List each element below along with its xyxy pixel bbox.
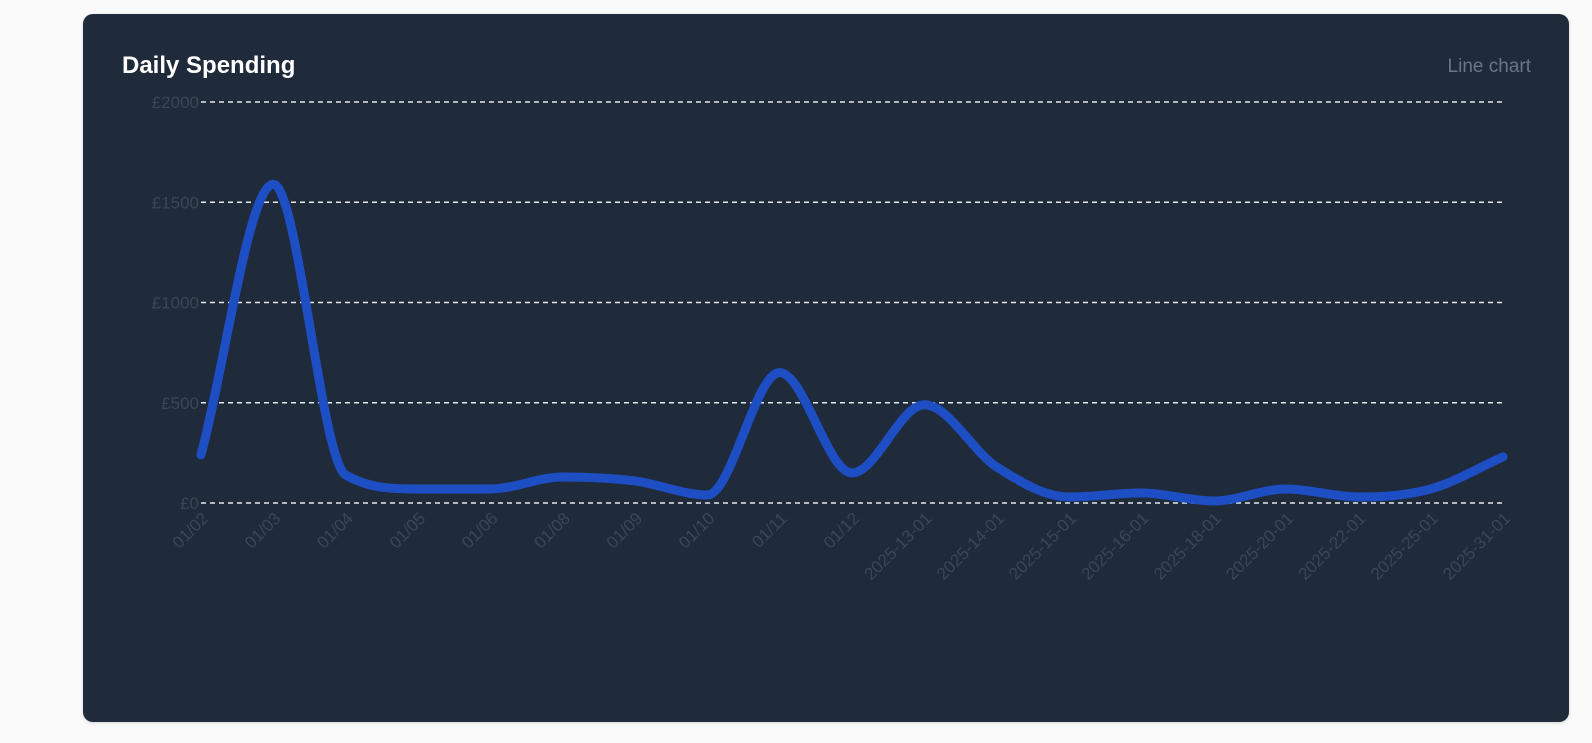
data-point[interactable] xyxy=(1353,492,1363,502)
y-axis: £0 £500 £1000 £1500 £2000 xyxy=(152,93,199,513)
data-point[interactable] xyxy=(1498,452,1508,462)
x-tick-label: 01/05 xyxy=(386,509,430,553)
x-tick-label: 2025-20-01 xyxy=(1222,509,1297,584)
y-tick-label: £500 xyxy=(161,394,199,413)
y-tick-label: £1000 xyxy=(152,294,199,313)
y-tick-label: £1500 xyxy=(152,193,199,212)
series-line xyxy=(196,179,1508,506)
data-point[interactable] xyxy=(558,472,568,482)
x-tick-label: 01/10 xyxy=(675,509,719,553)
x-tick-label: 2025-14-01 xyxy=(933,509,1008,584)
data-point[interactable] xyxy=(1281,484,1291,494)
data-point[interactable] xyxy=(268,179,278,189)
data-point[interactable] xyxy=(630,476,640,486)
x-tick-label: 2025-16-01 xyxy=(1078,509,1153,584)
x-tick-label: 2025-22-01 xyxy=(1295,509,1370,584)
data-point[interactable] xyxy=(992,462,1002,472)
data-point[interactable] xyxy=(485,484,495,494)
x-tick-label: 01/04 xyxy=(313,509,357,553)
x-tick-label: 2025-15-01 xyxy=(1005,509,1080,584)
data-point[interactable] xyxy=(702,490,712,500)
chart-title: Daily Spending xyxy=(122,52,296,79)
chart-type-label: Line chart xyxy=(1447,56,1531,77)
data-point[interactable] xyxy=(341,470,351,480)
data-point[interactable] xyxy=(1064,492,1074,502)
data-point[interactable] xyxy=(919,400,929,410)
x-tick-label: 2025-13-01 xyxy=(861,509,936,584)
data-point[interactable] xyxy=(1426,484,1436,494)
x-axis: 01/02 01/03 01/04 01/05 01/06 01/08 01/09 01/10… xyxy=(169,509,1515,584)
series-layer xyxy=(196,179,1508,506)
y-tick-label: £0 xyxy=(180,494,199,513)
x-tick-label: 2025-31-01 xyxy=(1439,509,1514,584)
x-tick-label: 01/09 xyxy=(603,509,647,553)
y-tick-label: £2000 xyxy=(152,93,199,112)
x-tick-label: 2025-25-01 xyxy=(1367,509,1442,584)
x-tick-label: 01/08 xyxy=(530,509,574,553)
line-chart: £0£500£1000£1500£2000 01/02 01/03 01/04 01/… xyxy=(152,93,1515,584)
x-tick-label: 01/03 xyxy=(241,509,285,553)
data-point[interactable] xyxy=(1136,488,1146,498)
x-tick-label: 01/02 xyxy=(169,509,213,553)
data-point[interactable] xyxy=(1209,496,1219,506)
x-tick-label: 01/06 xyxy=(458,509,502,553)
chart-card: Daily Spending Line chart £0 £500 £1000 £15… xyxy=(83,14,1569,722)
data-point[interactable] xyxy=(196,450,206,460)
x-tick-label: 2025-18-01 xyxy=(1150,509,1225,584)
x-tick-label: 01/12 xyxy=(820,509,864,553)
x-tick-label: 01/11 xyxy=(748,509,791,552)
data-point[interactable] xyxy=(775,368,785,378)
data-point[interactable] xyxy=(413,484,423,494)
grid-lines xyxy=(201,101,1503,504)
data-point[interactable] xyxy=(847,468,857,478)
